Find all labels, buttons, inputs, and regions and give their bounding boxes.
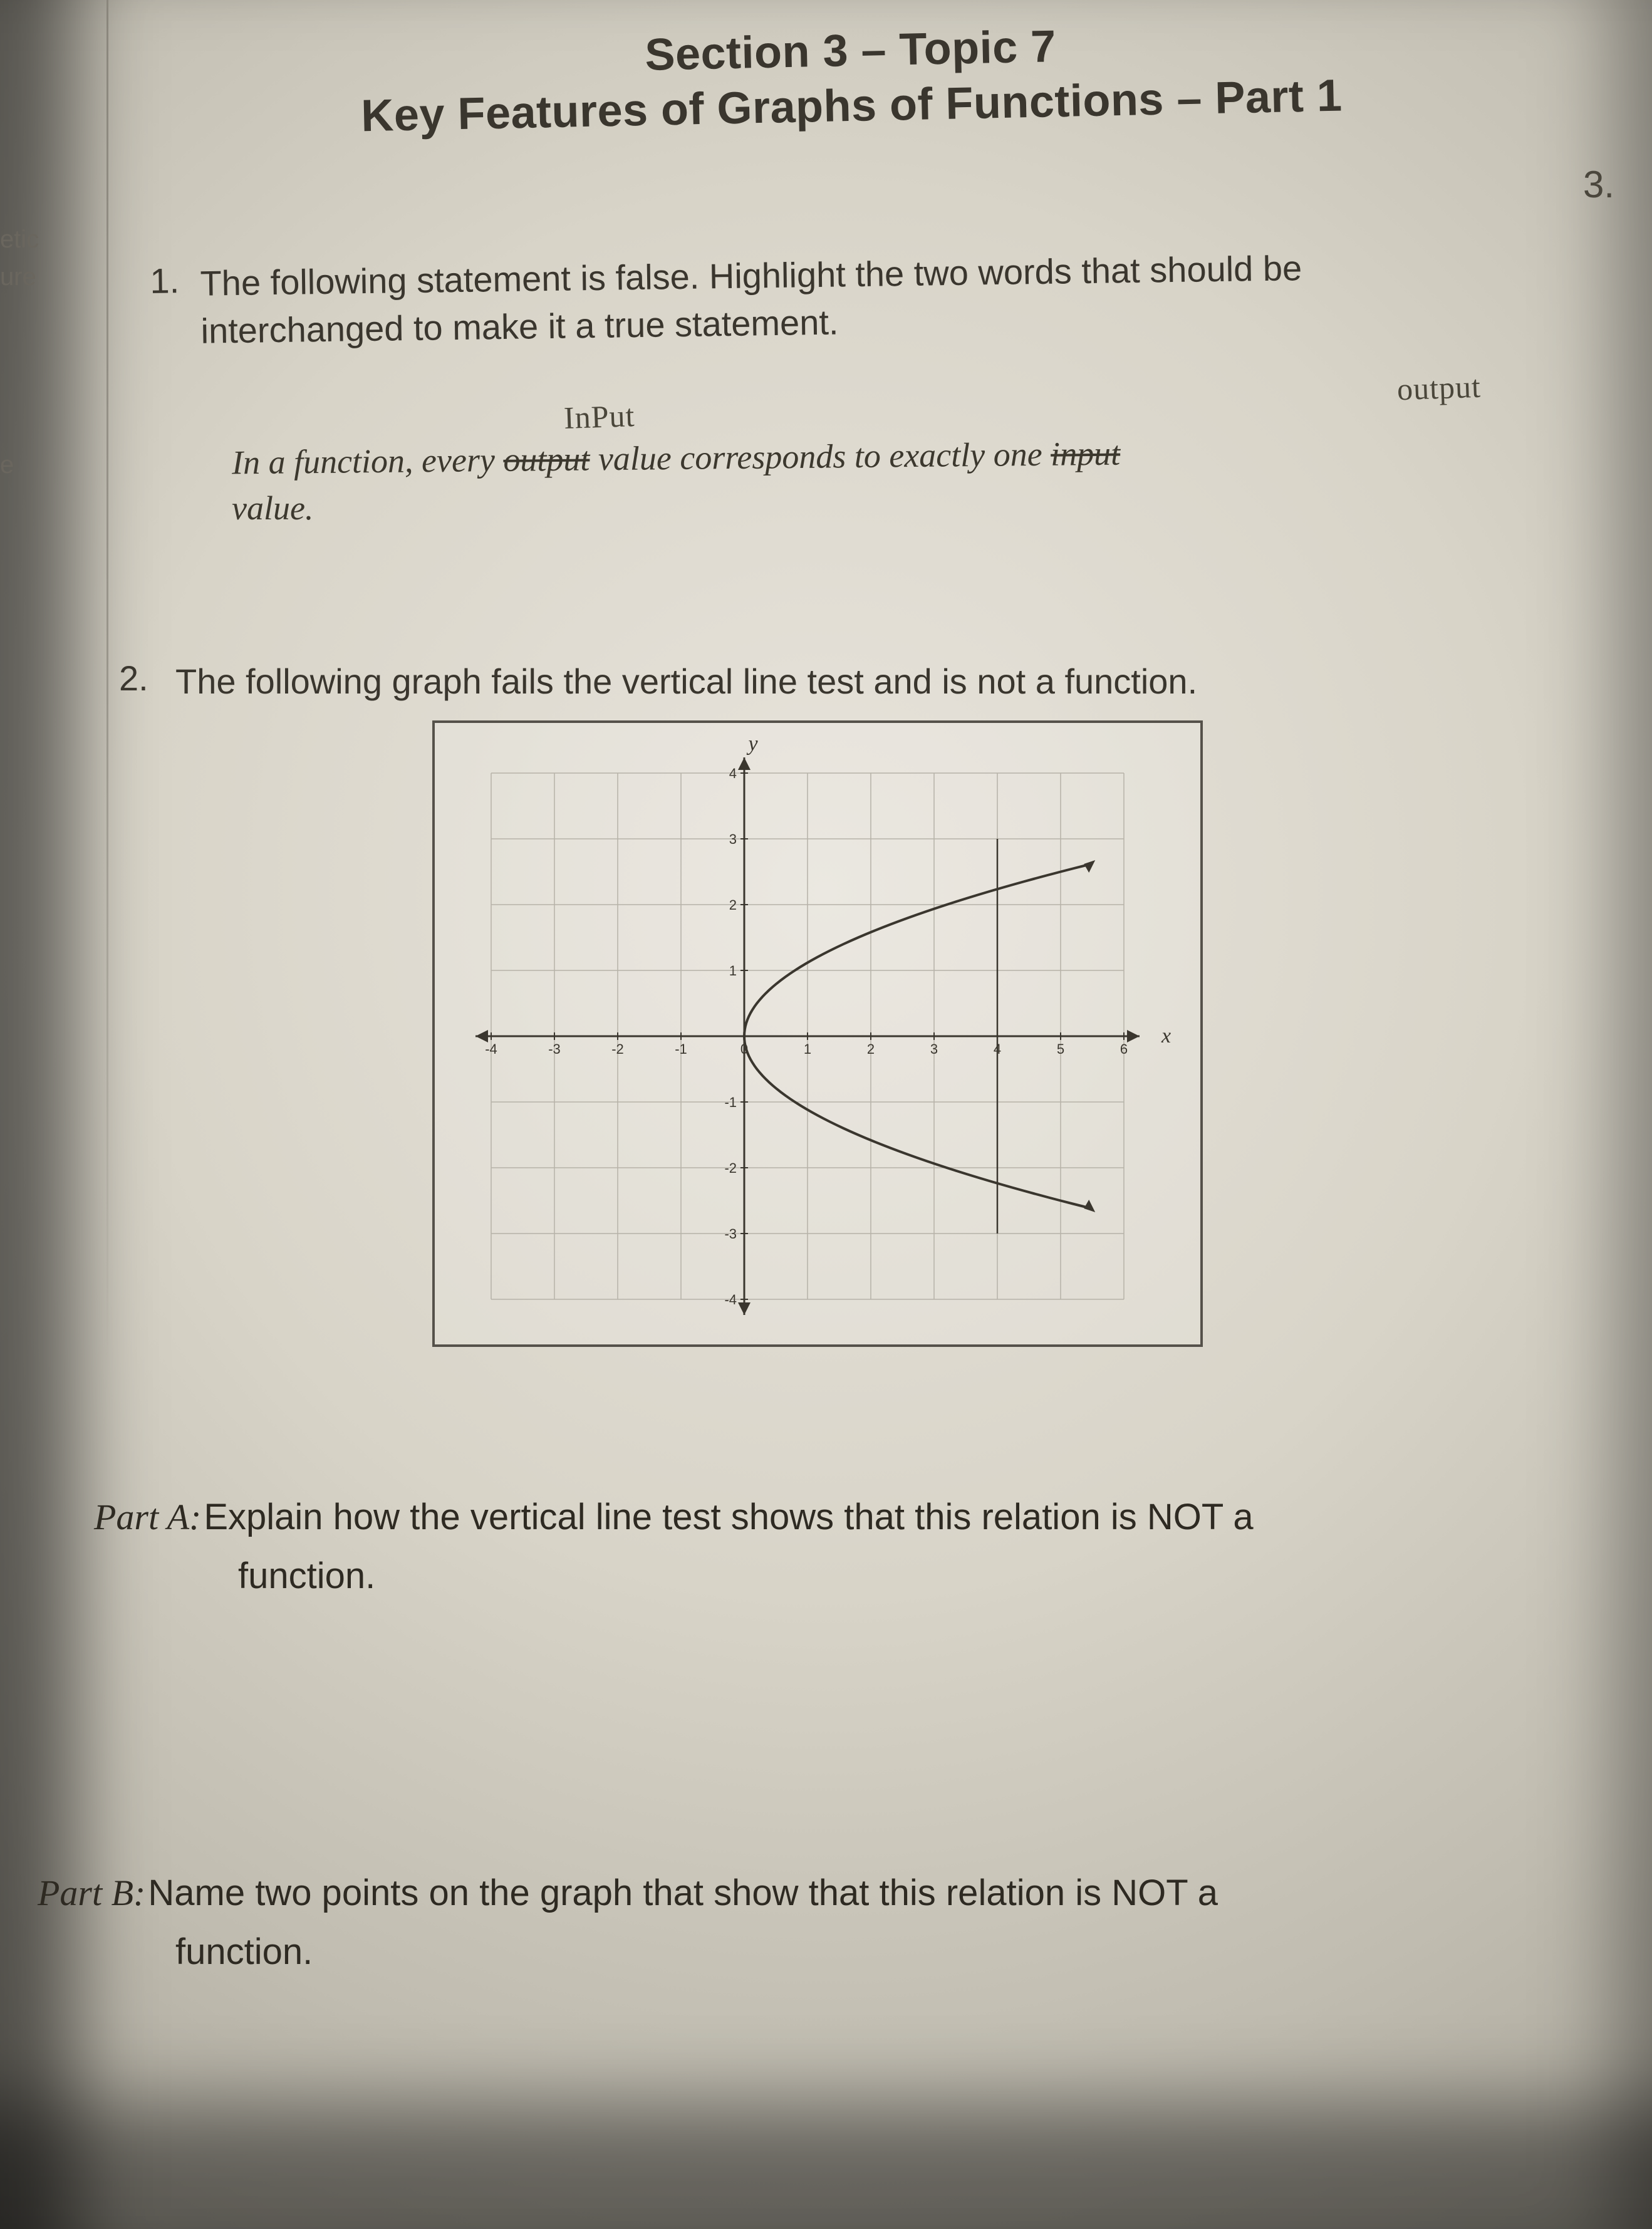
- svg-text:6: 6: [1120, 1041, 1128, 1057]
- question-2: 2. The following graph fails the vertica…: [119, 658, 1552, 705]
- svg-text:-4: -4: [485, 1041, 497, 1057]
- svg-text:2: 2: [729, 897, 737, 913]
- svg-text:4: 4: [729, 766, 737, 781]
- q1-strike-input: input: [1051, 435, 1121, 473]
- part-a-label: Part A:: [94, 1497, 201, 1537]
- page-header: Section 3 – Topic 7 Key Features of Grap…: [187, 11, 1515, 145]
- right-margin-number: 3.: [1583, 163, 1614, 206]
- svg-text:y: y: [746, 732, 758, 756]
- part-b-line1: Name two points on the graph that show t…: [148, 1873, 1218, 1913]
- svg-text:-2: -2: [724, 1160, 737, 1176]
- svg-text:-3: -3: [548, 1041, 561, 1057]
- svg-text:-3: -3: [724, 1226, 737, 1242]
- svg-text:-4: -4: [724, 1292, 737, 1307]
- q1-stmt-pre: In a function, every: [232, 441, 504, 482]
- part-b-line2: function.: [175, 1926, 1652, 1978]
- q1-statement-line1: In a function, every output value corres…: [232, 434, 1121, 482]
- question-1: 1. The following statement is false. Hig…: [150, 241, 1571, 355]
- part-a-line1: Explain how the vertical line test shows…: [204, 1497, 1253, 1537]
- svg-text:2: 2: [867, 1041, 875, 1057]
- part-a-line2: function.: [238, 1550, 1577, 1603]
- handwriting-input: InPut: [563, 397, 635, 436]
- left-margin-rule: [106, 0, 108, 1382]
- graph-container: -4-3-2-10123456-4-3-2-11234xy: [432, 720, 1203, 1347]
- svg-text:1: 1: [729, 963, 737, 979]
- left-tab-stray: e: [0, 451, 14, 479]
- svg-text:-2: -2: [611, 1041, 624, 1057]
- svg-text:x: x: [1161, 1024, 1171, 1047]
- q1-number: 1.: [150, 260, 180, 301]
- worksheet-page: etic ure e Section 3 – Topic 7 Key Featu…: [0, 0, 1652, 2229]
- q2-text: The following graph fails the vertical l…: [175, 658, 1552, 705]
- left-tab-word-2: ure: [0, 263, 36, 291]
- q1-stmt-mid: value corresponds to exactly one: [590, 435, 1051, 478]
- q1-strike-output: output: [503, 440, 590, 478]
- svg-text:5: 5: [1057, 1041, 1064, 1057]
- svg-text:1: 1: [804, 1041, 811, 1057]
- svg-text:3: 3: [930, 1041, 938, 1057]
- graph-svg: -4-3-2-10123456-4-3-2-11234xy: [435, 723, 1205, 1349]
- left-tab-word-1: etic: [0, 226, 39, 254]
- svg-text:-1: -1: [675, 1041, 687, 1057]
- part-a: Part A: Explain how the vertical line te…: [94, 1491, 1577, 1603]
- part-b: Part B: Name two points on the graph tha…: [38, 1867, 1652, 1978]
- svg-text:-1: -1: [724, 1094, 737, 1110]
- q2-number: 2.: [119, 658, 148, 699]
- part-b-label: Part B:: [38, 1873, 145, 1913]
- q1-statement-line2: value.: [232, 489, 313, 527]
- svg-text:3: 3: [729, 831, 737, 847]
- handwriting-output: output: [1396, 368, 1482, 408]
